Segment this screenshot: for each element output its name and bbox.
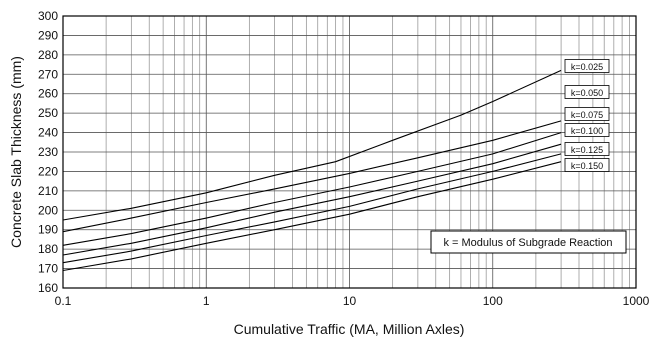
tick-labels: 160 170 180 190 200 210 220 230 240 250 260 270 280 2… — [38, 9, 650, 308]
series-label-text: k=0.025 — [571, 62, 603, 72]
series-labels: k=0.025 k=0.050 k=0.075 k=0.100 k=0.125 k=0.1… — [564, 59, 610, 172]
y-tick-label: 270 — [38, 67, 58, 81]
series-label-text: k=0.125 — [571, 145, 603, 155]
plot-frame — [62, 15, 637, 289]
y-tick-label: 190 — [38, 223, 58, 237]
legend-note: k = Modulus of Subgrade Reaction — [430, 230, 627, 254]
plot-border — [62, 15, 637, 289]
y-tick-label: 180 — [38, 242, 58, 256]
y-tick-label: 250 — [38, 106, 58, 120]
x-tick-label: 0.1 — [55, 294, 72, 308]
y-tick-label: 160 — [38, 281, 58, 295]
series-line — [62, 120, 562, 233]
legend-note-box — [430, 230, 627, 254]
series-label-box — [564, 142, 610, 156]
x-tick-label: 1 — [203, 294, 210, 308]
series-label-box — [564, 107, 610, 121]
series-label-box — [564, 85, 610, 99]
y-tick-label: 230 — [38, 145, 58, 159]
y-tick-label: 200 — [38, 203, 58, 217]
series-label-text: k=0.050 — [571, 88, 603, 98]
x-tick-label: 100 — [483, 294, 503, 308]
series-label: k=0.025 — [564, 59, 610, 73]
x-axis-title: Cumulative Traffic (MA, Million Axles) — [234, 321, 465, 337]
series-label: k=0.100 — [564, 123, 610, 137]
series-line — [62, 161, 562, 272]
series-line — [62, 153, 562, 264]
series-line — [62, 69, 562, 221]
legend-note-text: k = Modulus of Subgrade Reaction — [443, 237, 612, 249]
y-tick-label: 210 — [38, 184, 58, 198]
y-tick-label: 280 — [38, 48, 58, 62]
y-axis-title: Concrete Slab Thickness (mm) — [8, 56, 24, 248]
y-tick-label: 220 — [38, 164, 58, 178]
series-label-box — [564, 123, 610, 137]
y-tick-label: 300 — [38, 9, 58, 23]
y-tick-label: 290 — [38, 28, 58, 42]
y-tick-label: 260 — [38, 87, 58, 101]
series-label-text: k=0.150 — [571, 161, 603, 171]
series-label: k=0.050 — [564, 85, 610, 99]
series-lines — [62, 69, 562, 272]
series-label: k=0.075 — [564, 107, 610, 121]
x-tick-label: 1000 — [623, 294, 650, 308]
series-label: k=0.150 — [564, 158, 610, 172]
series-line — [62, 143, 562, 256]
y-tick-label: 240 — [38, 126, 58, 140]
x-tick-label: 10 — [343, 294, 357, 308]
series-label-text: k=0.075 — [571, 110, 603, 120]
series-line — [62, 132, 562, 246]
series-label: k=0.125 — [564, 142, 610, 156]
series-label-box — [564, 158, 610, 172]
series-label-box — [564, 59, 610, 73]
series-label-text: k=0.100 — [571, 126, 603, 136]
y-tick-label: 170 — [38, 262, 58, 276]
